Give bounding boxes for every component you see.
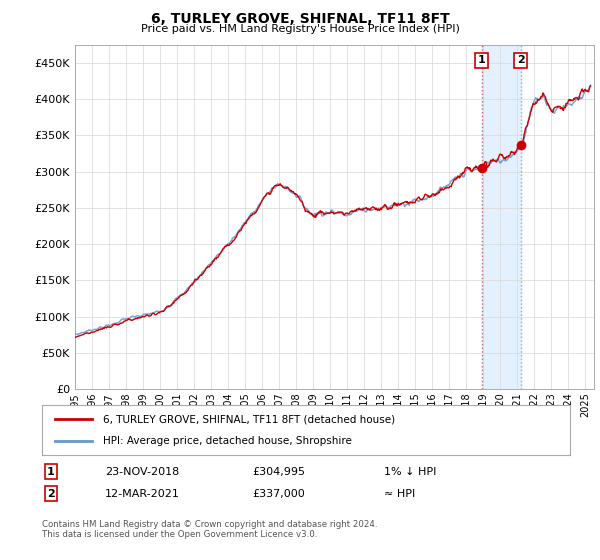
Text: Contains HM Land Registry data © Crown copyright and database right 2024.
This d: Contains HM Land Registry data © Crown c…	[42, 520, 377, 539]
Text: 23-NOV-2018: 23-NOV-2018	[105, 466, 179, 477]
Bar	[482, 45, 521, 389]
Text: 2: 2	[47, 489, 55, 499]
Text: 2: 2	[517, 55, 525, 66]
Text: 1: 1	[47, 466, 55, 477]
Text: 12-MAR-2021: 12-MAR-2021	[105, 489, 180, 499]
Text: 6, TURLEY GROVE, SHIFNAL, TF11 8FT: 6, TURLEY GROVE, SHIFNAL, TF11 8FT	[151, 12, 449, 26]
Text: Price paid vs. HM Land Registry's House Price Index (HPI): Price paid vs. HM Land Registry's House …	[140, 24, 460, 34]
Text: 1% ↓ HPI: 1% ↓ HPI	[384, 466, 436, 477]
Text: £304,995: £304,995	[252, 466, 305, 477]
Text: £337,000: £337,000	[252, 489, 305, 499]
Text: HPI: Average price, detached house, Shropshire: HPI: Average price, detached house, Shro…	[103, 436, 352, 446]
Text: ≈ HPI: ≈ HPI	[384, 489, 415, 499]
Text: 6, TURLEY GROVE, SHIFNAL, TF11 8FT (detached house): 6, TURLEY GROVE, SHIFNAL, TF11 8FT (deta…	[103, 414, 395, 424]
Text: 1: 1	[478, 55, 485, 66]
